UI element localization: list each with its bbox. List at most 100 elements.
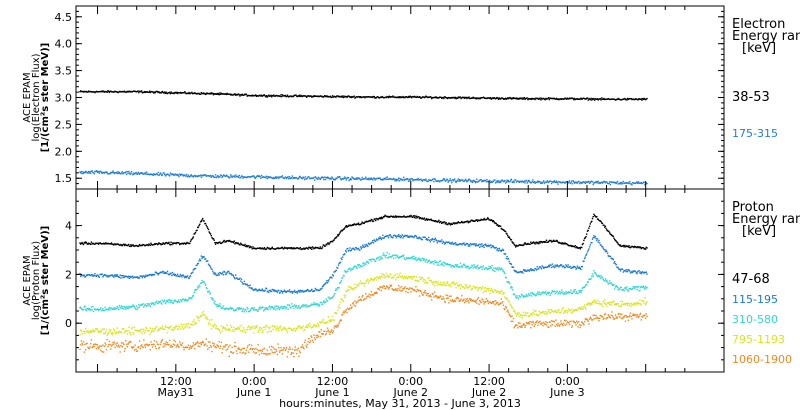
data-point-47-68 <box>166 242 169 245</box>
data-point-795-1193 <box>371 278 373 280</box>
data-point-38-53 <box>460 97 462 100</box>
data-point-1060-1900 <box>91 346 93 349</box>
data-point-38-53 <box>642 97 644 100</box>
data-point-47-68 <box>466 220 469 222</box>
data-point-310-580 <box>385 256 387 259</box>
data-point-795-1193 <box>248 328 251 331</box>
data-point-47-68 <box>638 247 640 249</box>
data-point-310-580 <box>303 304 306 307</box>
data-point-175-315 <box>464 178 467 181</box>
data-point-310-580 <box>114 307 116 309</box>
data-point-175-315 <box>120 173 122 175</box>
data-point-38-53 <box>244 93 246 95</box>
data-point-38-53 <box>400 96 403 99</box>
data-point-795-1193 <box>211 319 213 321</box>
data-point-310-580 <box>474 266 476 268</box>
data-point-47-68 <box>138 245 140 247</box>
data-point-310-580 <box>428 259 431 262</box>
data-point-795-1193 <box>329 321 331 323</box>
data-point-310-580 <box>461 265 463 267</box>
data-point-38-53 <box>540 99 542 101</box>
data-point-115-195 <box>237 278 240 280</box>
data-point-175-315 <box>406 178 408 180</box>
data-point-115-195 <box>473 244 475 246</box>
data-point-47-68 <box>417 216 419 218</box>
data-point-175-315 <box>443 178 445 180</box>
data-point-310-580 <box>303 305 305 308</box>
data-point-38-53 <box>375 97 378 99</box>
data-point-115-195 <box>322 285 324 287</box>
data-point-795-1193 <box>353 287 355 289</box>
data-point-38-53 <box>428 96 431 98</box>
data-point-115-195 <box>287 290 289 292</box>
data-point-47-68 <box>331 240 334 243</box>
data-point-795-1193 <box>415 279 417 282</box>
data-point-175-315 <box>271 177 273 179</box>
data-point-175-315 <box>438 181 441 183</box>
data-point-38-53 <box>254 94 256 97</box>
data-point-310-580 <box>427 260 429 262</box>
data-point-47-68 <box>374 218 376 220</box>
data-point-175-315 <box>396 178 398 181</box>
data-point-310-580 <box>436 264 439 266</box>
data-point-310-580 <box>201 279 203 282</box>
data-point-795-1193 <box>260 327 263 329</box>
data-point-115-195 <box>365 245 367 248</box>
data-point-310-580 <box>329 298 331 300</box>
data-point-115-195 <box>336 266 338 269</box>
data-point-795-1193 <box>222 327 224 329</box>
data-point-310-580 <box>596 274 598 277</box>
data-point-47-68 <box>97 243 100 245</box>
data-point-175-315 <box>532 179 534 181</box>
data-point-795-1193 <box>310 327 312 329</box>
data-point-310-580 <box>403 257 406 259</box>
data-point-115-195 <box>515 270 518 273</box>
data-point-310-580 <box>490 267 492 269</box>
data-point-310-580 <box>455 264 457 266</box>
data-point-1060-1900 <box>232 352 234 354</box>
data-point-47-68 <box>329 242 331 244</box>
data-point-47-68 <box>106 243 108 245</box>
data-point-1060-1900 <box>250 347 252 350</box>
data-point-115-195 <box>350 249 352 251</box>
data-point-310-580 <box>118 308 120 311</box>
data-point-175-315 <box>130 172 132 174</box>
data-point-795-1193 <box>133 326 136 329</box>
data-point-47-68 <box>345 225 347 227</box>
data-point-310-580 <box>101 309 103 311</box>
data-point-310-580 <box>584 285 586 287</box>
data-point-38-53 <box>593 97 595 100</box>
data-point-175-315 <box>359 178 361 180</box>
data-point-310-580 <box>286 304 289 306</box>
data-point-795-1193 <box>277 327 279 330</box>
data-point-38-53 <box>380 96 383 99</box>
data-point-310-580 <box>217 305 220 308</box>
data-point-310-580 <box>154 301 156 304</box>
data-point-310-580 <box>120 307 122 309</box>
data-point-1060-1900 <box>149 349 151 351</box>
data-point-38-53 <box>501 97 503 99</box>
data-point-310-580 <box>333 294 335 296</box>
data-point-47-68 <box>90 241 93 243</box>
data-point-175-315 <box>466 180 469 182</box>
data-point-47-68 <box>592 216 594 218</box>
data-point-175-315 <box>507 179 510 182</box>
data-point-175-315 <box>445 180 447 182</box>
data-point-115-195 <box>479 246 481 248</box>
data-point-47-68 <box>165 241 167 244</box>
data-point-310-580 <box>617 289 619 291</box>
data-point-1060-1900 <box>97 346 99 348</box>
data-point-115-195 <box>326 279 328 282</box>
data-point-47-68 <box>556 240 558 242</box>
data-point-38-53 <box>539 97 541 99</box>
data-point-175-315 <box>301 177 304 180</box>
data-point-1060-1900 <box>214 346 217 348</box>
data-point-175-315 <box>194 175 197 178</box>
data-point-1060-1900 <box>169 346 172 348</box>
data-point-47-68 <box>615 240 617 242</box>
data-point-175-315 <box>179 174 182 176</box>
data-point-310-580 <box>296 307 299 310</box>
data-point-310-580 <box>265 307 268 309</box>
data-point-795-1193 <box>98 331 100 333</box>
data-point-175-315 <box>448 179 451 182</box>
